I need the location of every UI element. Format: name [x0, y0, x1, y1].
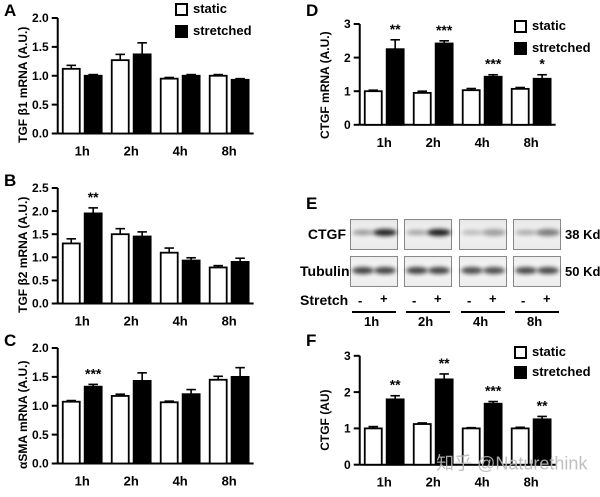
- svg-text:0.0: 0.0: [32, 127, 49, 141]
- svg-text:2.0: 2.0: [32, 204, 49, 218]
- svg-text:2.5: 2.5: [32, 181, 49, 195]
- svg-text:0: 0: [344, 118, 351, 132]
- svg-text:0.5: 0.5: [32, 274, 49, 288]
- svg-text:4h: 4h: [173, 314, 188, 327]
- svg-text:1.0: 1.0: [32, 69, 49, 83]
- svg-text:2: 2: [344, 51, 351, 65]
- svg-text:1: 1: [344, 422, 351, 436]
- svg-text:4h: 4h: [173, 144, 188, 157]
- svg-text:4h: 4h: [173, 474, 188, 487]
- svg-text:1.0: 1.0: [32, 251, 49, 265]
- svg-text:**: **: [390, 21, 401, 37]
- svg-text:1.5: 1.5: [32, 370, 49, 384]
- svg-text:**: **: [390, 377, 401, 393]
- svg-text:2h: 2h: [426, 475, 441, 490]
- svg-text:***: ***: [485, 56, 502, 72]
- svg-text:8h: 8h: [524, 135, 539, 150]
- svg-text:**: **: [537, 397, 548, 413]
- svg-text:CTGF (AU): CTGF (AU): [320, 389, 332, 450]
- svg-text:1.0: 1.0: [32, 399, 49, 413]
- svg-text:2h: 2h: [426, 135, 441, 150]
- svg-text:1h: 1h: [75, 314, 90, 327]
- svg-text:1.5: 1.5: [32, 40, 49, 54]
- svg-text:知乎 @Naturethink: 知乎 @Naturethink: [436, 454, 588, 474]
- svg-text:TGF β1 mRNA (A.U.): TGF β1 mRNA (A.U.): [18, 27, 30, 143]
- svg-text:3: 3: [344, 17, 351, 31]
- svg-text:2.0: 2.0: [32, 11, 49, 25]
- svg-text:1h: 1h: [377, 475, 392, 490]
- svg-text:**: **: [88, 189, 99, 205]
- svg-text:8h: 8h: [222, 474, 237, 487]
- svg-text:2h: 2h: [124, 474, 139, 487]
- svg-text:2.0: 2.0: [32, 341, 49, 355]
- svg-text:***: ***: [85, 365, 102, 381]
- svg-text:8h: 8h: [222, 144, 237, 157]
- svg-text:8h: 8h: [222, 314, 237, 327]
- svg-text:4h: 4h: [475, 475, 490, 490]
- svg-text:4h: 4h: [475, 135, 490, 150]
- svg-text:3: 3: [344, 349, 351, 363]
- svg-text:**: **: [439, 355, 450, 371]
- svg-text:2h: 2h: [124, 144, 139, 157]
- svg-text:8h: 8h: [524, 475, 539, 490]
- svg-text:1: 1: [344, 84, 351, 98]
- svg-text:0: 0: [344, 458, 351, 472]
- svg-text:1h: 1h: [75, 474, 90, 487]
- svg-text:2: 2: [344, 385, 351, 399]
- svg-text:1h: 1h: [377, 135, 392, 150]
- svg-text:0.0: 0.0: [32, 457, 49, 471]
- svg-text:0.0: 0.0: [32, 297, 49, 311]
- svg-text:CTGF mRNA (A.U.): CTGF mRNA (A.U.): [320, 31, 332, 139]
- svg-text:2h: 2h: [124, 314, 139, 327]
- svg-text:*: *: [539, 56, 545, 72]
- svg-text:0.5: 0.5: [32, 428, 49, 442]
- svg-text:αSMA mRNA (A.U.): αSMA mRNA (A.U.): [18, 361, 30, 469]
- svg-text:TGF β2 mRNA (A.U.): TGF β2 mRNA (A.U.): [18, 197, 30, 313]
- svg-text:***: ***: [485, 383, 502, 399]
- svg-text:0.5: 0.5: [32, 98, 49, 112]
- svg-text:***: ***: [436, 22, 453, 38]
- svg-text:1.5: 1.5: [32, 227, 49, 241]
- svg-text:1h: 1h: [75, 144, 90, 157]
